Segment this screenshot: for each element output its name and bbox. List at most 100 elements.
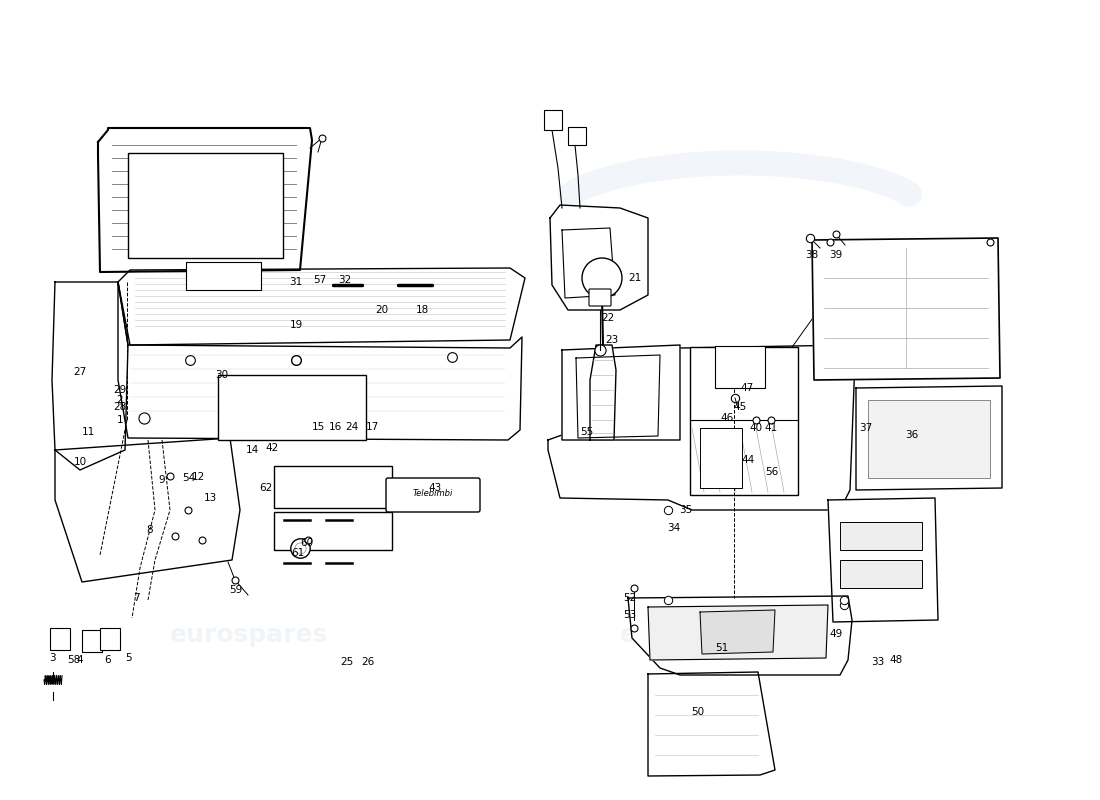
Text: 5: 5	[124, 653, 131, 663]
Bar	[100, 628, 120, 650]
Text: 56: 56	[766, 467, 779, 477]
Polygon shape	[55, 438, 240, 582]
Text: 23: 23	[605, 335, 618, 345]
Text: 55: 55	[581, 427, 594, 437]
Text: 6: 6	[104, 655, 111, 665]
Text: 59: 59	[230, 585, 243, 595]
Bar	[715, 346, 764, 388]
Polygon shape	[52, 282, 128, 470]
Polygon shape	[118, 282, 522, 440]
Bar	[568, 127, 586, 145]
Text: 25: 25	[340, 657, 353, 667]
Polygon shape	[648, 605, 828, 660]
Polygon shape	[98, 128, 312, 272]
Text: 28: 28	[113, 402, 127, 412]
Polygon shape	[856, 386, 1002, 490]
Text: 48: 48	[890, 655, 903, 665]
Text: 39: 39	[829, 250, 843, 260]
Text: 12: 12	[191, 472, 205, 482]
Text: 44: 44	[741, 455, 755, 465]
Text: 51: 51	[715, 643, 728, 653]
Bar	[50, 628, 70, 650]
Polygon shape	[118, 268, 525, 345]
Text: 52: 52	[624, 593, 637, 603]
Text: 30: 30	[216, 370, 229, 380]
FancyBboxPatch shape	[386, 478, 480, 512]
Text: 11: 11	[81, 427, 95, 437]
Polygon shape	[628, 596, 852, 675]
Text: eurospares: eurospares	[620, 623, 779, 647]
Text: 40: 40	[749, 423, 762, 433]
Text: 13: 13	[204, 493, 217, 503]
Polygon shape	[576, 355, 660, 438]
Text: 4: 4	[77, 655, 84, 665]
Text: 53: 53	[624, 610, 637, 620]
Circle shape	[582, 258, 621, 298]
Text: 2: 2	[117, 395, 123, 405]
Text: 22: 22	[602, 313, 615, 323]
Text: 27: 27	[74, 367, 87, 377]
Text: 47: 47	[740, 383, 754, 393]
Text: 16: 16	[329, 422, 342, 432]
Polygon shape	[812, 238, 1000, 380]
Text: 57: 57	[314, 275, 327, 285]
Bar	[82, 630, 102, 652]
Polygon shape	[700, 610, 776, 654]
Text: 7: 7	[133, 593, 140, 603]
Polygon shape	[590, 345, 616, 440]
Text: 21: 21	[628, 273, 641, 283]
Text: 37: 37	[859, 423, 872, 433]
Text: 33: 33	[871, 657, 884, 667]
Text: 31: 31	[289, 277, 302, 287]
Text: 9: 9	[158, 475, 165, 485]
Polygon shape	[548, 345, 855, 510]
Text: 35: 35	[680, 505, 693, 515]
Bar	[544, 110, 562, 130]
Text: 62: 62	[260, 483, 273, 493]
Bar	[840, 522, 922, 550]
Bar	[274, 512, 392, 550]
Bar	[868, 400, 990, 478]
Bar	[690, 347, 798, 495]
Text: Telebimbi: Telebimbi	[412, 490, 453, 498]
Text: eurospares: eurospares	[170, 623, 328, 647]
Text: 24: 24	[345, 422, 359, 432]
Polygon shape	[550, 205, 648, 310]
Text: 1: 1	[117, 415, 123, 425]
Polygon shape	[562, 228, 615, 298]
Text: eurospares: eurospares	[170, 383, 328, 407]
Text: 10: 10	[74, 457, 87, 467]
Text: 15: 15	[311, 422, 324, 432]
Bar	[274, 466, 392, 508]
Text: 8: 8	[146, 525, 153, 535]
Text: 19: 19	[289, 320, 302, 330]
Text: 58: 58	[67, 655, 80, 665]
Text: 14: 14	[245, 445, 258, 455]
Text: 36: 36	[905, 430, 918, 440]
Bar	[218, 375, 366, 440]
Text: 18: 18	[416, 305, 429, 315]
Text: eurospares: eurospares	[620, 383, 779, 407]
Text: 26: 26	[362, 657, 375, 667]
Text: 3: 3	[48, 653, 55, 663]
Text: 60: 60	[300, 538, 313, 548]
Polygon shape	[648, 672, 776, 776]
Text: 43: 43	[428, 483, 441, 493]
Text: 54: 54	[183, 473, 196, 483]
Text: 20: 20	[375, 305, 388, 315]
Text: 29: 29	[113, 385, 127, 395]
Text: 42: 42	[265, 443, 278, 453]
Text: 17: 17	[365, 422, 378, 432]
Bar	[186, 262, 261, 290]
Text: 61: 61	[292, 548, 305, 558]
Bar	[128, 153, 283, 258]
Bar	[840, 560, 922, 588]
Text: 45: 45	[734, 402, 747, 412]
Text: 32: 32	[339, 275, 352, 285]
Polygon shape	[562, 345, 680, 440]
Text: 38: 38	[805, 250, 818, 260]
Text: 50: 50	[692, 707, 705, 717]
Bar	[700, 428, 743, 488]
Text: 46: 46	[720, 413, 734, 423]
Polygon shape	[828, 498, 938, 622]
